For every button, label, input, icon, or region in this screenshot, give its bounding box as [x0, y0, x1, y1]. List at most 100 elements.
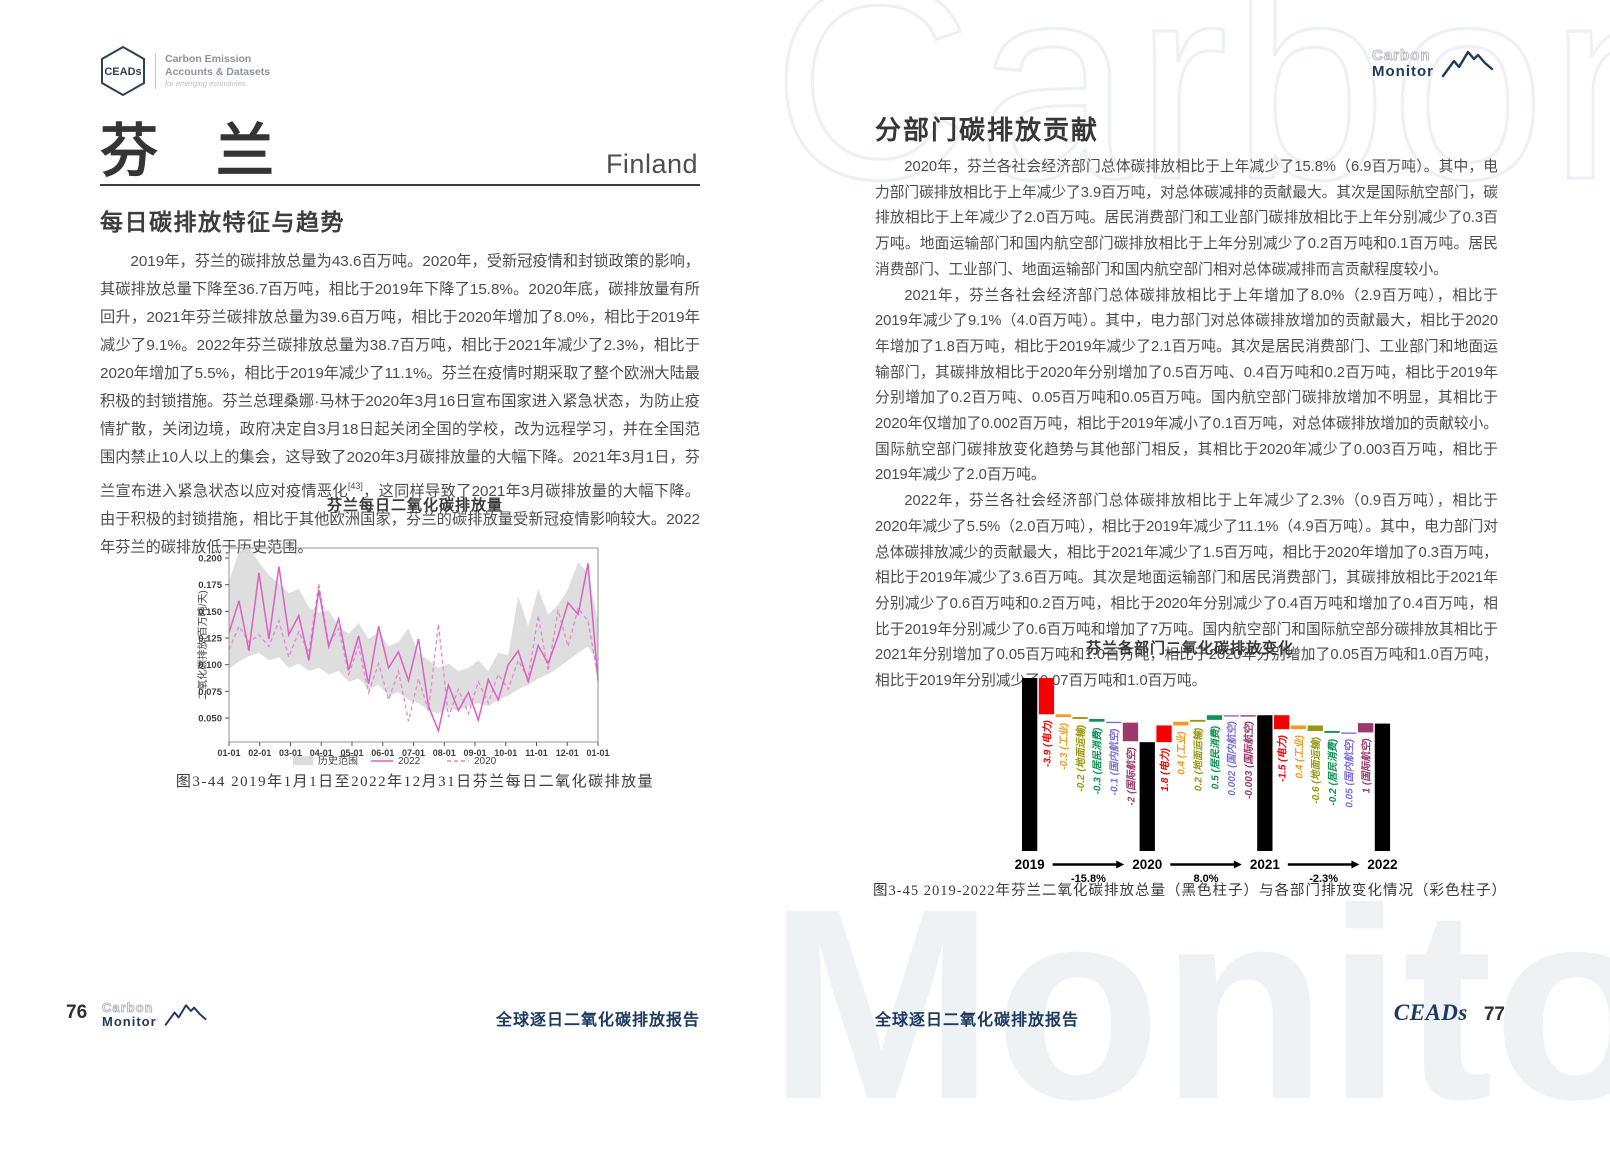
page-number-left: 76 [66, 1002, 88, 1023]
x-tick-label: 06-01 [371, 748, 394, 758]
waterfall-chart-title: 芬兰各部门二氧化碳排放变化 [1085, 640, 1294, 657]
x-tick-label: 01-01 [586, 748, 609, 758]
total-bar-2020 [1139, 742, 1155, 851]
left-paragraph-part2: ，这同样导致了2021年3月碳排放量的大幅下降。由于积极的封锁措施，相比于其他欧… [100, 483, 701, 556]
ceads-hexagon-icon: CEADs [101, 46, 145, 96]
ceads-footer: CEADs 77 [1300, 1000, 1505, 1026]
year-arrow-head [1351, 860, 1360, 869]
delta-bar [1038, 678, 1055, 715]
x-tick-label: 03-01 [279, 748, 302, 758]
delta-label: -0.003 (国际航空) [1243, 721, 1255, 799]
logo-line1: Carbon Emission [165, 53, 252, 65]
legend-label: 2022 [398, 756, 421, 767]
transition-pct-label: -2.3% [1309, 873, 1338, 885]
footer-logo-carbon: Carbon [102, 1000, 154, 1015]
delta-bar [1173, 721, 1189, 726]
y-tick-label: 0.150 [198, 607, 222, 618]
logo-line2: Accounts & Datasets [165, 66, 271, 78]
delta-bar [1106, 721, 1122, 724]
legend-label: 历史范围 [318, 754, 358, 767]
legend-label: 2020 [474, 756, 497, 767]
total-bar-2021 [1257, 715, 1273, 851]
daily-chart-title: 芬兰每日二氧化碳排放量 [326, 497, 503, 514]
country-title-en: Finland [605, 149, 698, 179]
x-tick-label: 04-01 [310, 748, 333, 758]
year-arrow-head [1116, 860, 1125, 869]
country-title-cn: 芬 兰 [100, 119, 275, 184]
series-2022-line [228, 563, 599, 734]
x-tick-label: 08-01 [433, 748, 456, 758]
delta-label: -0.6 (地面运输) [1310, 736, 1322, 803]
country-title-block: 芬 兰 Finland [100, 106, 700, 186]
right-body-text: 2020年，芬兰各社会经济部门总体碳排放相比于上年减少了15.8%（6.9百万吨… [875, 155, 1498, 695]
logo-carbon-text: Carbon [1372, 47, 1431, 64]
y-tick-label: 0.075 [198, 687, 222, 698]
series-2020-line [228, 583, 599, 722]
mountain-icon [1441, 50, 1494, 78]
delta-bar [1274, 715, 1290, 730]
footer-logo-monitor: Monitor [102, 1014, 157, 1029]
delta-bar [1156, 725, 1172, 743]
delta-bar [1240, 715, 1256, 717]
ceads-brand-text: CEADs [1393, 1000, 1468, 1025]
total-bar-2019 [1022, 678, 1038, 851]
x-tick-label: 10-01 [494, 748, 517, 758]
mountain-icon [164, 1004, 207, 1026]
x-tick-label: 11-01 [525, 748, 548, 758]
delta-label: 0.05 (国内航空) [1344, 738, 1356, 808]
x-tick-label: 01-01 [217, 748, 240, 758]
delta-label: 0.4 (工业) [1176, 731, 1188, 775]
delta-label: 0.002 (国内航空) [1226, 721, 1238, 796]
delta-bar [1358, 723, 1374, 733]
x-tick-label: 07-01 [402, 748, 425, 758]
y-tick-label: 0.200 [198, 554, 222, 565]
delta-label: -0.1 (国内航空) [1108, 728, 1120, 795]
footnote-ref: [43] [347, 481, 363, 491]
delta-label: 0.2 (地面运输) [1192, 727, 1204, 791]
y-tick-label: 0.050 [198, 714, 222, 725]
delta-bar [1341, 732, 1357, 734]
left-paragraph-part1: 2019年，芬兰的碳排放总量为43.6百万吨。2020年，受新冠疫情和封锁政策的… [100, 253, 700, 500]
right-paragraph-2021: 2021年，芬兰各社会经济部门总体碳排放相比于上年增加了8.0%（2.9百万吨）… [875, 287, 1498, 484]
report-title-left: 全球逐日二氧化碳排放报告 [495, 1012, 700, 1029]
delta-bar [1190, 719, 1206, 722]
report-title-right: 全球逐日二氧化碳排放报告 [875, 1012, 1080, 1029]
ceads-logo: CEADs Carbon Emission Accounts & Dataset… [100, 46, 270, 96]
right-paragraph-2020: 2020年，芬兰各社会经济部门总体碳排放相比于上年减少了15.8%（6.9百万吨… [875, 159, 1498, 278]
y-axis-label: 二氧化碳排放(百万吨/天) [196, 590, 209, 699]
sector-waterfall-chart: 2019 2020 2021 2022 -3.9 (电力) -0.3 (工业) -0.2 (… [1015, 678, 1397, 885]
delta-label: -2 (国际航空) [1125, 747, 1137, 806]
delta-label: -1.5 (电力) [1276, 735, 1288, 782]
delta-label: -0.2 (居民消费) [1327, 738, 1339, 805]
y-tick-label: 0.175 [198, 580, 222, 591]
right-paragraph-2022: 2022年，芬兰各社会经济部门总体碳排放相比于上年减少了2.3%（0.9百万吨）… [875, 493, 1498, 690]
y-tick-label: 0.125 [198, 634, 222, 645]
year-label-2022: 2022 [1367, 857, 1397, 872]
delta-label: -0.3 (工业) [1058, 722, 1070, 769]
left-paragraph: 2019年，芬兰的碳排放总量为43.6百万吨。2020年，受新冠疫情和封锁政策的… [100, 248, 700, 562]
y-tick-label: 0.100 [198, 660, 222, 671]
carbon-monitor-logo: Carbon Monitor [1372, 46, 1495, 82]
delta-bar [1055, 714, 1071, 718]
x-tick-label: 05-01 [340, 748, 363, 758]
x-tick-label: 02-01 [248, 748, 271, 758]
logo-monitor-text: Monitor [1372, 63, 1434, 80]
delta-label: 0.5 (居民消费) [1209, 725, 1221, 789]
delta-label: 1.8 (电力) [1159, 748, 1171, 792]
year-arrow-head [1233, 860, 1242, 869]
transition-pct-label: 8.0% [1194, 873, 1219, 885]
year-label-2021: 2021 [1250, 857, 1281, 872]
total-bar-2022 [1374, 723, 1391, 851]
delta-label: 1 (国际航空) [1360, 738, 1372, 794]
delta-label: -3.9 (电力) [1041, 720, 1053, 767]
delta-bar [1072, 717, 1088, 719]
delta-bar [1206, 715, 1223, 720]
figure-caption-3-45: 图3-45 2019-2022年芬兰二氧化碳排放总量（黑色柱子）与各部门排放变化… [872, 883, 1508, 899]
delta-bar [1089, 718, 1105, 722]
transition-pct-label: -15.8% [1071, 873, 1106, 885]
delta-bar [1122, 722, 1139, 742]
daily-emissions-line-chart: 0.050 0.075 0.100 0.125 0.150 0.175 0.200 01-01… [196, 547, 610, 767]
year-label-2020: 2020 [1132, 857, 1162, 872]
delta-label: -0.3 (居民消费) [1092, 727, 1104, 794]
carbon-monitor-footer-logo: Carbon Monitor [102, 1000, 208, 1030]
